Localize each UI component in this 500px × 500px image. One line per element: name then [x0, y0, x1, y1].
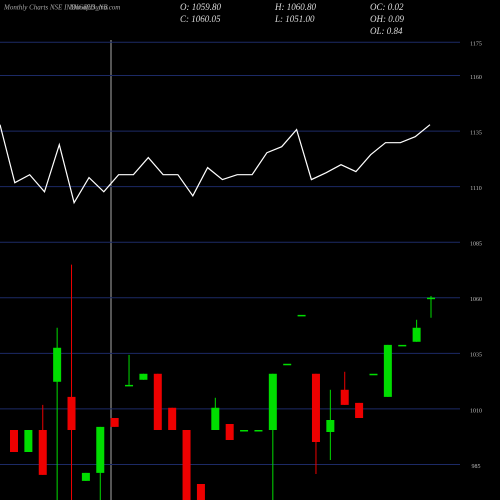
candle-body [355, 402, 364, 418]
candle-body [297, 314, 306, 317]
candle-body [153, 373, 162, 430]
candle-body [311, 373, 320, 442]
candle-body [211, 407, 220, 430]
candle-body [67, 396, 76, 430]
info: OH: 0.09 [370, 14, 404, 24]
candle-body [53, 347, 62, 382]
candle-body [427, 297, 435, 300]
candle-body [96, 426, 105, 473]
candle-body [182, 430, 191, 500]
candle-body [398, 344, 407, 347]
candle-body [139, 373, 148, 380]
info: OC: 0.02 [370, 2, 404, 12]
candle-body [383, 344, 392, 397]
candle-body [81, 472, 90, 481]
info: O: 1059.80 [180, 2, 221, 12]
site-name: MunafaSutra.com [69, 4, 120, 12]
y-tick-label: 1175 [470, 42, 482, 48]
chart-title: Monthly Charts NSE INDIGRID_NB [3, 4, 108, 12]
candle-body [110, 418, 119, 427]
candle-body [24, 430, 33, 452]
y-tick-label: 1110 [470, 186, 482, 192]
candle-body [268, 373, 277, 430]
info: OL: 0.84 [370, 26, 403, 36]
y-tick-label: 1085 [470, 242, 482, 248]
candle-body [125, 384, 134, 387]
candle-body [196, 484, 205, 500]
y-tick-label: 1135 [470, 130, 482, 136]
candle-body [326, 420, 335, 432]
candle-body [225, 424, 234, 440]
candle-body [412, 327, 421, 342]
info: L: 1051.00 [274, 14, 315, 24]
candle-body [168, 407, 177, 430]
info: H: 1060.80 [274, 2, 316, 12]
y-tick-label: 1160 [470, 75, 482, 81]
y-tick-label: 1010 [470, 408, 482, 414]
candle-body [254, 430, 263, 432]
y-tick-label: 1060 [470, 297, 482, 303]
info: C: 1060.05 [180, 14, 221, 24]
candle-body [10, 430, 18, 452]
y-tick-label: 985 [472, 464, 481, 470]
candle-body [38, 430, 47, 475]
candle-body [240, 430, 249, 432]
candle-body [369, 373, 378, 376]
y-tick-label: 1035 [470, 353, 482, 359]
indicator-line [0, 124, 431, 205]
candle-body [283, 363, 292, 366]
candle-body [340, 389, 349, 405]
